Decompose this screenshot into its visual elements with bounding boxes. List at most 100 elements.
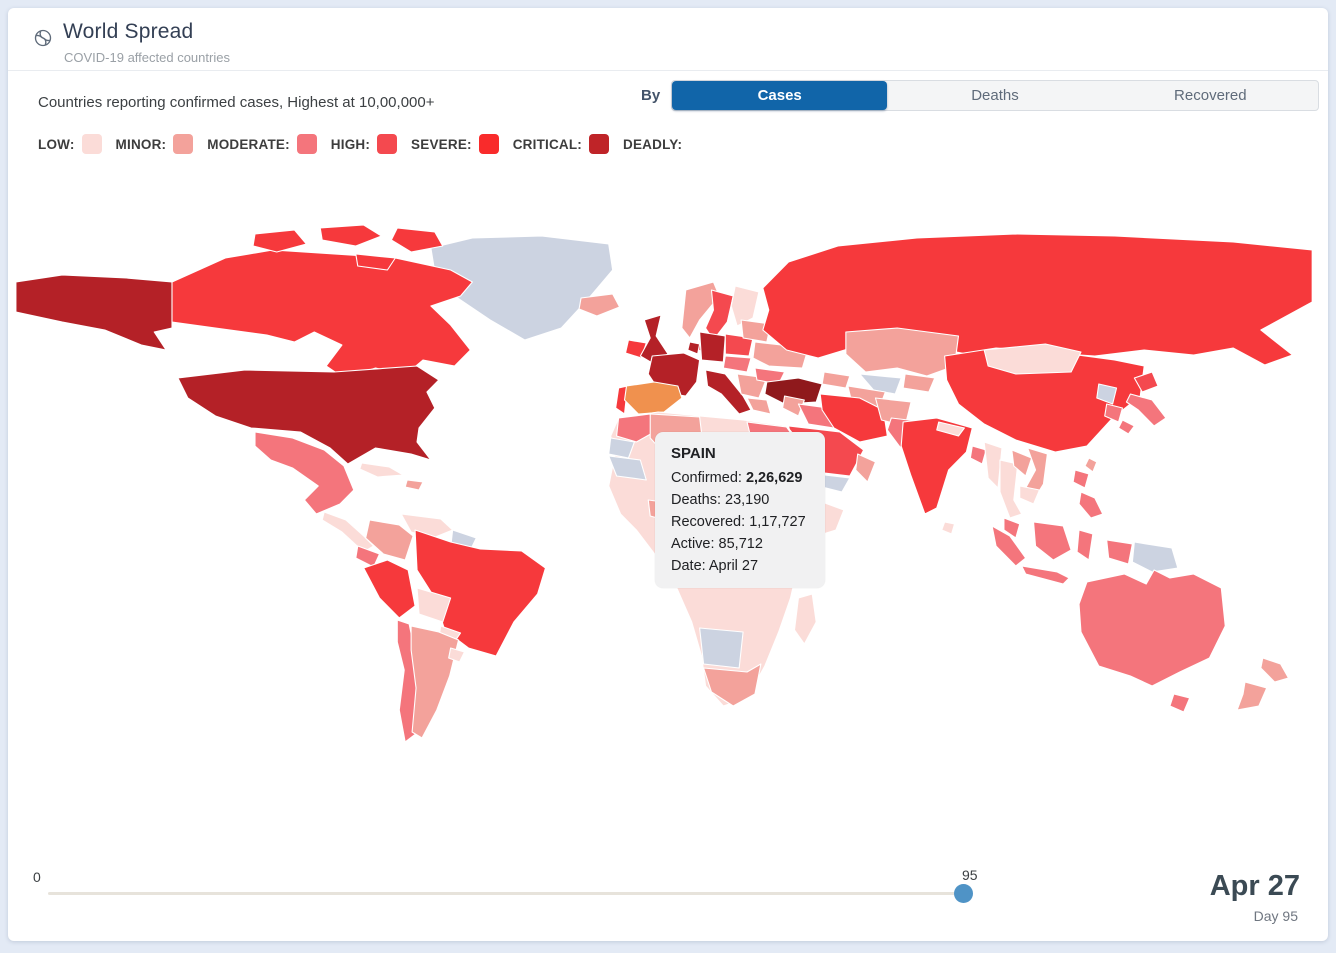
map-country[interactable] [365,519,414,561]
map-country[interactable] [740,319,772,343]
map-country[interactable] [608,455,647,481]
map-country[interactable] [1133,371,1159,393]
map-country[interactable] [448,647,466,663]
map-country[interactable] [793,593,817,645]
legend-label-high: HIGH: [330,136,371,152]
legend-label-moderate: MODERATE: [207,136,290,152]
map-country[interactable] [624,339,647,359]
map-country[interactable] [1117,419,1135,435]
map-country[interactable] [681,281,720,339]
map-country[interactable] [254,431,355,515]
map-country[interactable] [699,627,744,669]
timeline-slider-handle[interactable] [954,884,973,903]
legend-swatch-critical [589,134,610,154]
map-country[interactable] [1260,657,1290,683]
stat-toggle-group: Cases Deaths Recovered [671,80,1319,111]
country-tooltip: SPAIN Confirmed: 2,26,629 Deaths: 23,190… [655,432,825,588]
map-country[interactable] [703,663,762,707]
map-country[interactable] [969,445,987,465]
map-country[interactable] [983,343,1082,375]
map-country[interactable] [416,587,452,623]
map-country[interactable] [1236,681,1268,711]
map-country[interactable] [1021,565,1070,585]
map-country[interactable] [855,453,877,483]
map-country[interactable] [1078,491,1104,519]
map-country[interactable] [1003,517,1021,539]
map-country[interactable] [722,355,752,373]
map-country[interactable] [319,224,383,247]
map-country[interactable] [359,462,404,478]
map-country[interactable] [252,229,307,253]
map-country[interactable] [1078,569,1226,687]
map-country[interactable] [363,559,416,619]
timeline-slider-track[interactable] [48,892,964,895]
map-country[interactable] [410,625,460,739]
legend-swatch-low [81,134,102,154]
map-country[interactable] [616,413,655,443]
map-country[interactable] [936,421,965,437]
page-subtitle: COVID-19 affected countries [64,50,230,65]
tooltip-deaths: Deaths: 23,190 [671,492,770,508]
map-country[interactable] [1125,393,1167,427]
tab-deaths[interactable]: Deaths [971,87,1019,104]
legend-label-severe: SEVERE: [411,136,472,152]
map-country[interactable] [623,381,683,415]
globe-icon [34,29,52,47]
map-country[interactable] [764,377,823,405]
map-country[interactable] [1104,403,1124,423]
map-country[interactable] [404,479,424,491]
map-country[interactable] [1076,529,1094,561]
map-country[interactable] [859,373,902,395]
map-country[interactable] [177,365,440,465]
map-country[interactable] [941,521,956,535]
map-country[interactable] [1019,485,1041,505]
map-country[interactable] [699,331,726,363]
tooltip-confirmed: Confirmed: 2,26,629 [671,470,803,486]
map-country[interactable] [1096,383,1118,405]
tab-cases[interactable]: Cases [672,81,888,110]
slider-value-label: 95 [962,867,978,883]
map-country[interactable] [171,249,473,379]
map-country[interactable] [821,371,851,389]
map-country[interactable] [1011,449,1033,477]
map-country[interactable] [390,227,444,253]
map-country[interactable] [400,513,454,539]
slider-min-label: 0 [33,869,41,885]
map-country[interactable] [578,293,621,317]
map-country[interactable] [687,341,701,355]
map-country[interactable] [1169,693,1191,713]
legend-label-deadly: DEADLY: [623,136,683,152]
map-country[interactable] [746,397,772,415]
world-map [8,170,1328,860]
tab-recovered[interactable]: Recovered [1174,87,1247,104]
map-country[interactable] [1084,457,1098,473]
map-country[interactable] [983,441,1003,489]
page-title: World Spread [63,20,194,43]
legend-swatch-moderate [296,134,317,154]
map-country[interactable] [1106,539,1133,565]
map-caption: Countries reporting confirmed cases, Hig… [38,94,435,111]
legend-label-low: LOW: [38,136,75,152]
map-country[interactable] [845,327,960,377]
map-country[interactable] [782,395,805,417]
map-country[interactable] [1072,469,1090,489]
tooltip-date: Date: April 27 [671,558,759,574]
legend-label-minor: MINOR: [115,136,167,152]
map-country[interactable] [900,417,973,515]
map-country[interactable] [1131,541,1179,573]
map-country[interactable] [615,385,629,415]
map-country[interactable] [1033,521,1072,561]
map-country[interactable] [355,253,396,271]
by-label: By [641,87,661,104]
map-country[interactable] [705,369,752,415]
current-day: Day 95 [1253,908,1298,924]
map-country[interactable] [902,373,936,393]
legend-swatch-severe [478,134,499,154]
map-country[interactable] [819,393,888,443]
card-header: World Spread COVID-19 affected countries [8,8,1328,71]
map-country[interactable] [991,525,1027,567]
tooltip-active: Active: 85,712 [671,536,763,552]
map-country[interactable] [321,511,375,553]
legend-label-critical: CRITICAL: [512,136,583,152]
map-country[interactable] [15,274,173,351]
